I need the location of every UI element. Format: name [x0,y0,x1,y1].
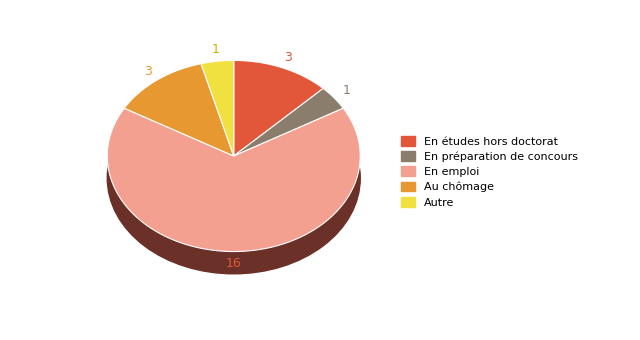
Polygon shape [124,64,234,156]
Polygon shape [234,61,323,156]
Text: 16: 16 [226,256,242,270]
Text: 1: 1 [211,44,220,56]
Polygon shape [108,108,360,252]
Legend: En études hors doctorat, En préparation de concours, En emploi, Au chômage, Autr: En études hors doctorat, En préparation … [398,133,581,211]
Polygon shape [234,88,343,156]
Text: 3: 3 [284,51,292,64]
Text: 1: 1 [342,84,350,97]
Polygon shape [201,61,234,156]
Ellipse shape [108,83,360,274]
Text: 3: 3 [143,65,152,78]
